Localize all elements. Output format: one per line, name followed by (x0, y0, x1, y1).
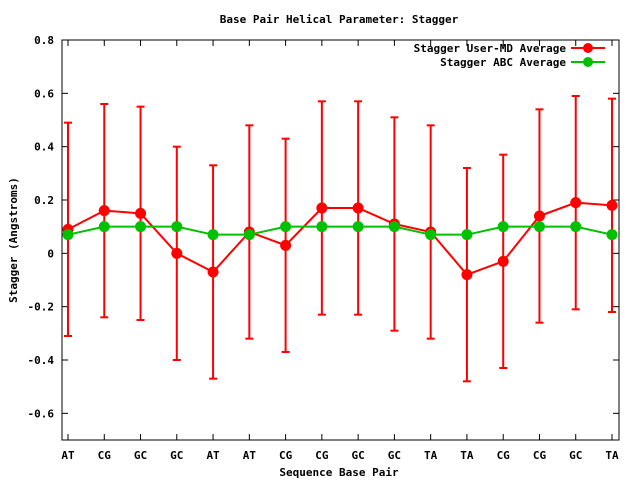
y-tick-label: -0.6 (28, 407, 55, 420)
x-tick-label: CG (98, 449, 112, 462)
x-tick-label: GC (134, 449, 147, 462)
data-point-abc (62, 229, 74, 241)
data-point-abc (570, 221, 582, 233)
data-point-abc (388, 221, 400, 233)
y-tick-label: 0.4 (34, 141, 54, 154)
x-axis-label: Sequence Base Pair (279, 466, 399, 479)
data-point-abc (207, 229, 219, 241)
data-point-user-md (316, 202, 328, 214)
data-point-abc (98, 221, 110, 233)
x-tick-label: AT (243, 449, 257, 462)
data-point-user-md (135, 207, 147, 219)
data-point-user-md (352, 202, 364, 214)
chart-title: Base Pair Helical Parameter: Stagger (220, 13, 459, 26)
data-point-user-md (280, 239, 292, 251)
data-point-abc (316, 221, 328, 233)
x-tick-label: GC (569, 449, 582, 462)
y-tick-label: -0.2 (28, 301, 55, 314)
data-point-user-md (98, 205, 110, 217)
data-point-user-md (207, 266, 219, 278)
x-tick-label: TA (460, 449, 474, 462)
data-point-user-md (497, 255, 509, 267)
x-tick-label: GC (388, 449, 401, 462)
x-tick-label: AT (206, 449, 220, 462)
plot-frame (61, 39, 620, 441)
x-tick-label: CG (279, 449, 293, 462)
y-tick-label: 0.2 (34, 194, 54, 207)
y-tick-label: 0 (47, 247, 54, 260)
data-point-abc (461, 229, 473, 241)
y-tick-label: 0.8 (34, 34, 54, 47)
x-tick-label: CG (533, 449, 547, 462)
legend-marker-abc (583, 57, 593, 67)
y-tick-label: -0.4 (28, 354, 55, 367)
x-tick-label: AT (61, 449, 75, 462)
x-tick-label: GC (352, 449, 365, 462)
data-point-user-md (461, 269, 473, 281)
y-tick-label: 0.6 (34, 87, 54, 100)
x-tick-label: GC (170, 449, 183, 462)
legend-label-user-md: Stagger User-MD Average (414, 42, 567, 55)
series-line-user-md (67, 201, 613, 276)
y-axis-label: Stagger (Angstroms) (7, 177, 20, 303)
x-tick-label: CG (315, 449, 329, 462)
data-point-abc (606, 229, 618, 241)
series-line-abc (67, 225, 613, 236)
legend-label-abc: Stagger ABC Average (440, 56, 566, 69)
data-point-abc (171, 221, 183, 233)
data-point-user-md (533, 210, 545, 222)
data-point-abc (497, 221, 509, 233)
data-point-abc (533, 221, 545, 233)
data-point-user-md (606, 199, 618, 211)
x-tick-label: TA (424, 449, 438, 462)
x-tick-label: TA (605, 449, 619, 462)
data-point-abc (243, 229, 255, 241)
data-point-user-md (171, 247, 183, 259)
data-point-abc (280, 221, 292, 233)
legend: Stagger User-MD Average Stagger ABC Aver… (414, 42, 605, 69)
data-point-abc (352, 221, 364, 233)
data-point-abc (135, 221, 147, 233)
data-point-user-md (570, 197, 582, 209)
legend-marker-user-md (583, 43, 593, 53)
data-point-abc (425, 229, 437, 241)
x-tick-label: CG (497, 449, 511, 462)
